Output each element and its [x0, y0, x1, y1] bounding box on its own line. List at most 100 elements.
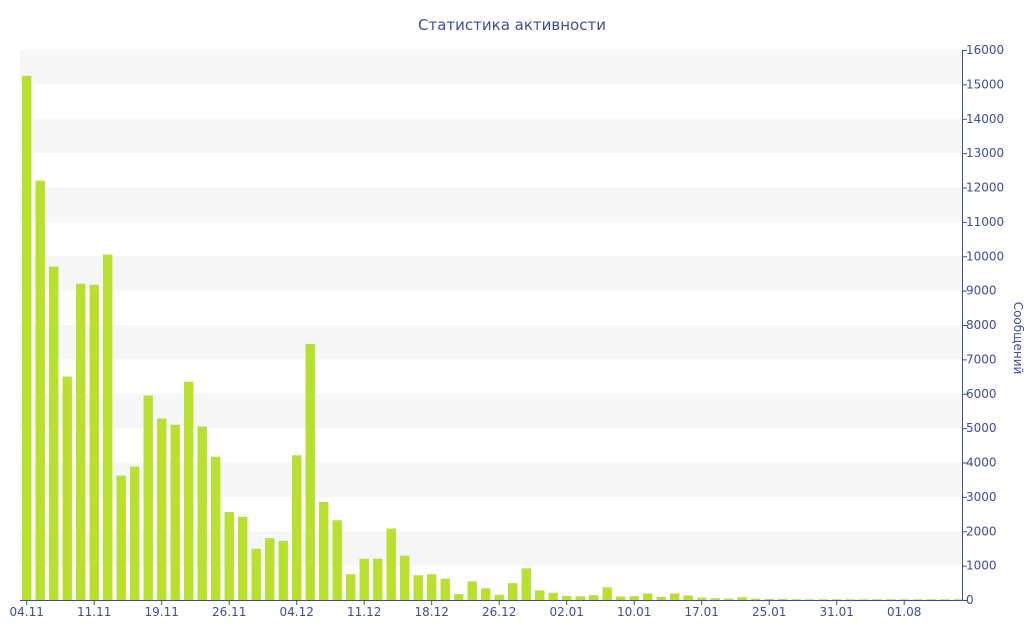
bar — [211, 456, 221, 600]
bar — [386, 528, 396, 600]
y-tick-label: 15000 — [966, 77, 1004, 91]
y-tick-label: 12000 — [966, 181, 1004, 195]
bar — [805, 599, 815, 600]
bar — [778, 598, 788, 600]
bar — [832, 599, 842, 600]
bar — [535, 590, 545, 601]
bar — [737, 597, 747, 600]
bar — [791, 599, 801, 600]
y-axis-ticks: 0 1000 2000 3000 4000 5000 6000 7000 8000 9000 100… — [962, 43, 1004, 607]
bar — [184, 381, 194, 600]
bar — [292, 455, 302, 600]
grid-band — [20, 325, 962, 360]
x-tick-label: 17.01 — [685, 605, 719, 619]
grid-band — [20, 118, 962, 154]
y-tick-label: 14000 — [966, 112, 1004, 126]
bar — [170, 424, 180, 600]
y-tick-label: 8000 — [966, 318, 997, 332]
bar — [224, 512, 234, 600]
bar — [521, 568, 531, 601]
y-axis-label: Сообщений — [1011, 302, 1024, 375]
bar — [76, 283, 86, 600]
y-tick-label: 1000 — [966, 559, 997, 573]
bar — [643, 593, 653, 600]
bar — [548, 592, 558, 600]
y-tick-label: 13000 — [966, 146, 1004, 160]
y-tick-label: 7000 — [966, 352, 997, 366]
bar — [359, 558, 369, 600]
bar — [683, 595, 693, 600]
bar — [467, 581, 477, 600]
x-tick-label: 10.01 — [617, 605, 651, 619]
bar — [305, 343, 315, 600]
bar — [62, 376, 72, 600]
bar — [953, 599, 963, 600]
bar — [697, 597, 707, 600]
bar — [710, 598, 720, 600]
bar — [103, 254, 113, 600]
bar — [940, 599, 950, 600]
bar — [751, 598, 761, 601]
grid-band — [20, 256, 962, 291]
bar — [616, 596, 626, 600]
x-tick-label: 31.01 — [820, 605, 854, 619]
x-tick-label: 02.01 — [550, 605, 584, 619]
bar — [926, 599, 936, 600]
x-tick-label: 11.11 — [77, 605, 111, 619]
bar — [859, 599, 869, 600]
y-tick-label: 11000 — [966, 215, 1004, 229]
bar — [602, 587, 612, 600]
bar — [656, 596, 666, 600]
bar — [265, 538, 275, 601]
grid-band — [20, 50, 962, 85]
bar — [22, 75, 32, 600]
y-tick-label: 10000 — [966, 249, 1004, 263]
bar — [346, 574, 356, 600]
bar — [319, 502, 329, 600]
x-tick-label: 26.11 — [212, 605, 246, 619]
bar — [427, 574, 437, 600]
chart-title: Статистика активности — [418, 16, 606, 34]
bar — [238, 516, 248, 600]
bar — [899, 599, 909, 600]
y-tick-label: 6000 — [966, 387, 997, 401]
y-tick-label: 4000 — [966, 456, 997, 470]
grid-band — [20, 187, 962, 222]
bar — [89, 284, 99, 600]
bar — [724, 598, 734, 601]
grid-band — [20, 393, 962, 429]
bar — [913, 599, 923, 600]
bar — [35, 180, 45, 601]
x-axis-ticks: 04.11 11.11 19.11 26.11 04.12 11.12 18.12 26.12… — [10, 600, 921, 619]
x-tick-label: 11.12 — [347, 605, 381, 619]
y-tick-label: 5000 — [966, 421, 997, 435]
bar — [508, 583, 518, 600]
y-tick-label: 0 — [966, 593, 974, 607]
bar — [764, 598, 774, 600]
bar — [143, 395, 153, 600]
x-tick-label: 25.01 — [752, 605, 786, 619]
bar — [629, 596, 639, 600]
bar — [589, 595, 599, 600]
bar — [670, 593, 680, 600]
bar — [157, 418, 167, 600]
x-tick-label: 01.08 — [887, 605, 921, 619]
y-tick-label: 2000 — [966, 524, 997, 538]
bar — [872, 599, 882, 600]
y-tick-label: 9000 — [966, 284, 997, 298]
x-tick-label: 26.12 — [482, 605, 516, 619]
bar — [440, 578, 450, 600]
bar — [562, 595, 572, 601]
bar — [575, 596, 585, 600]
bar — [251, 548, 261, 600]
bar — [197, 426, 207, 600]
x-tick-label: 18.12 — [415, 605, 449, 619]
bar — [818, 599, 828, 600]
grid-bands — [20, 50, 962, 566]
bars — [22, 75, 963, 601]
bar — [116, 475, 126, 600]
bar — [413, 575, 423, 600]
bar — [49, 266, 59, 600]
bar — [481, 588, 491, 600]
bar — [886, 599, 896, 600]
